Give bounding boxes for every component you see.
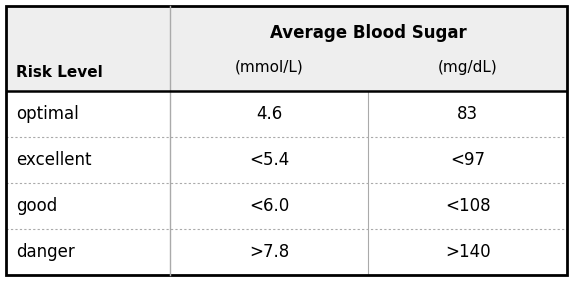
Bar (6, 91, 567, 275)
Text: good: good (16, 197, 57, 215)
Text: (mg/dL): (mg/dL) (438, 60, 497, 74)
Text: >7.8: >7.8 (249, 243, 289, 261)
Text: optimal: optimal (16, 105, 79, 123)
Text: 4.6: 4.6 (256, 105, 282, 123)
Text: excellent: excellent (16, 151, 92, 169)
Bar (6, 6, 567, 91)
Text: Risk Level: Risk Level (16, 65, 103, 80)
Text: <6.0: <6.0 (249, 197, 289, 215)
Text: >140: >140 (445, 243, 490, 261)
Text: <108: <108 (445, 197, 490, 215)
Text: 83: 83 (457, 105, 478, 123)
Text: (mmol/L): (mmol/L) (235, 60, 304, 74)
Text: <5.4: <5.4 (249, 151, 289, 169)
Text: danger: danger (16, 243, 74, 261)
Text: Average Blood Sugar: Average Blood Sugar (270, 24, 467, 42)
Text: <97: <97 (450, 151, 485, 169)
